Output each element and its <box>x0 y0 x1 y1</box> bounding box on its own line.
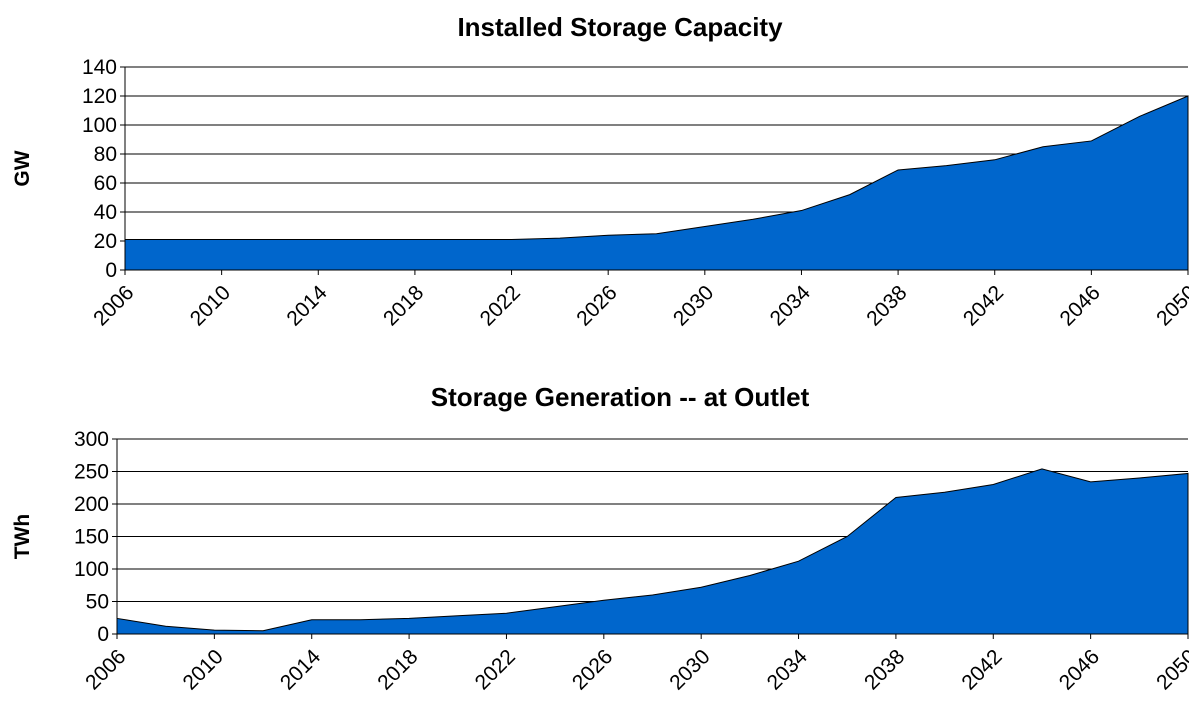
x-tick-label: 2050 <box>1152 645 1189 694</box>
chart-title: Storage Generation -- at Outlet <box>431 382 810 412</box>
y-axis-label: TWh <box>11 514 34 559</box>
x-tick-label: 2034 <box>763 645 813 695</box>
x-tick-label: 2006 <box>89 281 138 330</box>
y-axis-label: GW <box>11 150 34 186</box>
y-tick-label: 150 <box>74 526 109 549</box>
x-tick-label: 2046 <box>1055 645 1104 694</box>
area <box>116 468 1189 635</box>
y-tick-label: 100 <box>74 558 109 581</box>
x-tick-label: 2042 <box>957 645 1006 694</box>
y-tick-label: 250 <box>74 461 109 484</box>
x-tick-label: 2010 <box>186 281 235 330</box>
x-tick-label: 2038 <box>860 645 909 694</box>
x-tick-label: 2030 <box>669 281 718 330</box>
y-tick-label: 0 <box>97 623 109 646</box>
x-tick-label: 2018 <box>373 645 422 694</box>
y-tick-label: 40 <box>94 201 117 224</box>
x-tick-label: 2030 <box>665 645 714 694</box>
x-tick-label: 2022 <box>476 281 525 330</box>
x-tick-label: 2034 <box>766 281 816 331</box>
y-tick-label: 100 <box>82 114 117 137</box>
x-tick-label: 2006 <box>81 645 130 694</box>
x-tick-label: 2042 <box>959 281 1008 330</box>
x-tick-label: 2022 <box>471 645 520 694</box>
area <box>124 95 1189 271</box>
x-tick-label: 2010 <box>179 645 228 694</box>
y-tick-label: 140 <box>82 56 117 79</box>
x-tick-label: 2018 <box>379 281 428 330</box>
y-tick-label: 300 <box>74 428 109 451</box>
y-tick-label: 80 <box>94 143 117 166</box>
x-tick-label: 2026 <box>572 281 621 330</box>
x-tick-label: 2046 <box>1056 281 1105 330</box>
y-tick-label: 20 <box>94 230 117 253</box>
y-tick-label: 200 <box>74 493 109 516</box>
x-tick-label: 2038 <box>862 281 911 330</box>
x-tick-label: 2014 <box>276 645 326 695</box>
y-tick-label: 120 <box>82 85 117 108</box>
y-tick-label: 50 <box>86 591 109 614</box>
y-tick-label: 60 <box>94 172 117 195</box>
x-tick-label: 2026 <box>568 645 617 694</box>
x-tick-label: 2014 <box>282 281 332 331</box>
chart-title: Installed Storage Capacity <box>457 12 783 42</box>
x-tick-label: 2050 <box>1152 281 1189 330</box>
y-tick-label: 0 <box>105 259 117 282</box>
